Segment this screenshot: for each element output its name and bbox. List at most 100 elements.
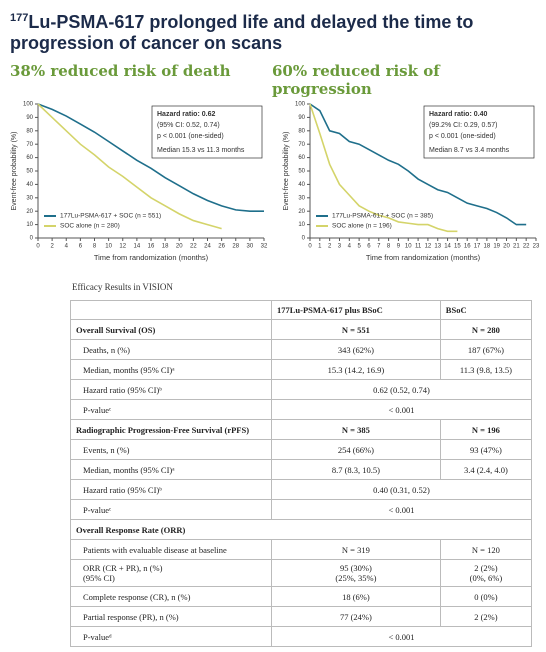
annotation-text: p < 0.001 (one-sided) [429, 133, 496, 140]
y-axis-label: Event-free probability (%) [11, 132, 18, 211]
table-row: P-valueᵈ < 0.001 [70, 626, 532, 647]
cell: 18 (6%) [271, 586, 441, 607]
cell: N = 385 [271, 419, 441, 440]
x-tick-label: 19 [493, 244, 500, 250]
cell: 77 (24%) [271, 606, 441, 627]
x-tick-label: 20 [503, 244, 510, 250]
legend-label: SOC alone (n = 196) [332, 223, 392, 230]
section-row: Radiographic Progression-Free Survival (… [70, 419, 533, 440]
row-label: P-valueᵈ [70, 626, 272, 647]
x-tick-label: 2 [328, 244, 332, 250]
table-row: Complete response (CR), n (%) 18 (6%) 0 (0… [70, 586, 533, 607]
x-tick-label: 6 [79, 244, 83, 250]
x-tick-label: 23 [533, 244, 540, 250]
x-tick-label: 13 [434, 244, 441, 250]
cell: 2 (2%) (0%, 6%) [439, 559, 533, 587]
x-tick-label: 1 [318, 244, 322, 250]
y-tick-label: 10 [298, 222, 305, 228]
x-tick-label: 17 [474, 244, 481, 250]
row-label: Deaths, n (%) [70, 339, 272, 360]
cell: 2 (2%) [439, 606, 533, 627]
cell: 254 (66%) [271, 439, 441, 460]
x-tick-label: 14 [444, 244, 451, 250]
row-label: Median, months (95% CI)ᵃ [70, 359, 272, 380]
x-tick-label: 28 [232, 244, 239, 250]
y-tick-label: 90 [298, 115, 305, 121]
x-axis-label: Time from randomization (months) [366, 253, 481, 262]
y-tick-label: 60 [26, 155, 33, 161]
table-row: Median, months (95% CI)ᵃ 8.7 (8.3, 10.5) 3… [70, 459, 533, 480]
y-axis-label: Event-free probability (%) [283, 132, 290, 211]
y-tick-label: 0 [302, 236, 306, 242]
table-caption: Efficacy Results in VISION [72, 282, 173, 292]
y-tick-label: 90 [26, 115, 33, 121]
cell: < 0.001 [271, 399, 532, 420]
survival-curve [309, 103, 458, 233]
cell: 0.62 (0.52, 0.74) [271, 379, 532, 400]
section-row: Overall Response Rate (ORR) [70, 519, 532, 540]
x-tick-label: 4 [65, 244, 69, 250]
annotation-text: Hazard ratio: 0.40 [429, 111, 487, 118]
table-row: P-valueᶜ < 0.001 [70, 499, 532, 520]
panel-heading: 38% reduced risk of death [10, 62, 231, 80]
header-cell: 177Lu-PSMA-617 plus BSoC [271, 300, 441, 320]
annotation-box [151, 105, 263, 159]
x-tick-label: 6 [367, 244, 371, 250]
cell: 93 (47%) [439, 439, 533, 460]
x-tick-label: 24 [204, 244, 211, 250]
cell: < 0.001 [271, 626, 532, 647]
x-axis-label: Time from randomization (months) [94, 253, 209, 262]
legend-label: 177Lu-PSMA-617 + SOC (n = 551) [60, 213, 161, 220]
x-tick-label: 15 [454, 244, 461, 250]
x-tick-label: 0 [36, 244, 40, 250]
x-tick-label: 9 [397, 244, 401, 250]
row-label: Patients with evaluable disease at basel… [70, 539, 272, 560]
chart-container: 0 10 20 30 40 50 60 70 80 90 100 0 1 2 3 4 5 6 7 8 9 10 11 12 13… [274, 98, 544, 270]
header-cell [70, 300, 272, 320]
annotation-text: Hazard ratio: 0.62 [157, 111, 215, 118]
page-title: 177Lu-PSMA-617 prolonged life and delaye… [10, 8, 530, 54]
x-tick-label: 11 [415, 244, 422, 250]
cell: N = 280 [439, 319, 533, 340]
x-tick-label: 7 [377, 244, 381, 250]
row-label: Complete response (CR), n (%) [70, 586, 272, 607]
row-label: Hazard ratio (95% CI)ᵇ [70, 479, 272, 500]
x-tick-label: 10 [105, 244, 112, 250]
annotation-text: Median 8.7 vs 3.4 months [429, 147, 510, 154]
cell: N = 319 [271, 539, 441, 560]
y-tick-label: 50 [298, 169, 305, 175]
table-row: Median, months (95% CI)ᵃ 15.3 (14.2, 16.9… [70, 359, 533, 380]
efficacy-table: 177Lu-PSMA-617 plus BSoC BSoC Overall Surv… [70, 300, 533, 647]
x-tick-label: 5 [357, 244, 361, 250]
x-tick-label: 21 [513, 244, 520, 250]
row-label: Overall Survival (OS) [70, 319, 272, 340]
header-cell: BSoC [439, 300, 533, 320]
title-superscript: 177 [10, 12, 29, 24]
row-label: Hazard ratio (95% CI)ᵇ [70, 379, 272, 400]
cell: N = 196 [439, 419, 533, 440]
table-row: Events, n (%) 254 (66%) 93 (47%) [70, 439, 533, 460]
x-tick-label: 22 [190, 244, 197, 250]
y-tick-label: 30 [298, 195, 305, 201]
x-tick-label: 20 [176, 244, 183, 250]
cell: 3.4 (2.4, 4.0) [439, 459, 533, 480]
row-label: Overall Response Rate (ORR) [70, 519, 532, 540]
y-tick-label: 0 [30, 236, 34, 242]
y-tick-label: 60 [298, 155, 305, 161]
survival-curve [37, 103, 264, 212]
x-tick-label: 26 [218, 244, 225, 250]
table-row: P-valueᶜ < 0.001 [70, 399, 532, 420]
y-tick-label: 50 [26, 169, 33, 175]
x-tick-label: 8 [387, 244, 391, 250]
cell: 95 (30%) (25%, 35%) [271, 559, 441, 587]
row-label: P-valueᶜ [70, 399, 272, 420]
annotation-text: Median 15.3 vs 11.3 months [157, 147, 245, 154]
y-tick-label: 20 [298, 209, 305, 215]
y-tick-label: 80 [26, 128, 33, 134]
x-tick-label: 12 [425, 244, 432, 250]
survival-curve [309, 103, 527, 226]
x-tick-label: 12 [119, 244, 126, 250]
x-tick-label: 32 [261, 244, 268, 250]
table-row: Hazard ratio (95% CI)ᵇ 0.62 (0.52, 0.74) [70, 379, 532, 400]
